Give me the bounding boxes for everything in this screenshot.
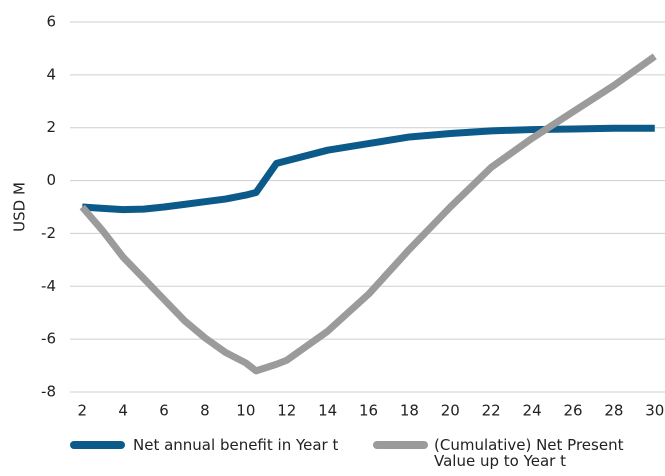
x-tick-label: 12 [277,402,296,420]
x-tick-label: 20 [441,402,460,420]
y-tick-label: 4 [46,65,56,83]
x-tick-label: 4 [118,402,128,420]
data-line [79,53,657,375]
y-axis-label: USD M [11,182,29,232]
x-tick-label: 16 [359,402,378,420]
y-tick-label: -8 [41,383,56,401]
data-line [82,124,655,214]
x-tick-label: 18 [400,402,419,420]
x-tick-label: 14 [318,402,337,420]
x-tick-label: 30 [645,402,664,420]
legend-swatch [70,441,125,449]
legend-swatch [373,441,428,449]
x-tick-label: 26 [563,402,582,420]
y-tick-label: 0 [46,171,56,189]
x-tick-label: 28 [604,402,623,420]
legend-label: Net annual benefit in Year t [133,436,339,454]
y-tick-label: 2 [46,118,56,136]
x-tick-label: 22 [482,402,501,420]
x-tick-label: 6 [159,402,169,420]
x-tick-label: 8 [200,402,210,420]
y-tick-label: -4 [41,277,56,295]
x-tick-label: 24 [523,402,542,420]
x-tick-label: 2 [77,402,87,420]
y-tick-label: -6 [41,330,56,348]
legend-label: (Cumulative) Net Present Value up to Yea… [434,436,624,470]
y-tick-label: -2 [41,224,56,242]
y-tick-label: 6 [46,13,56,31]
x-tick-label: 10 [236,402,255,420]
